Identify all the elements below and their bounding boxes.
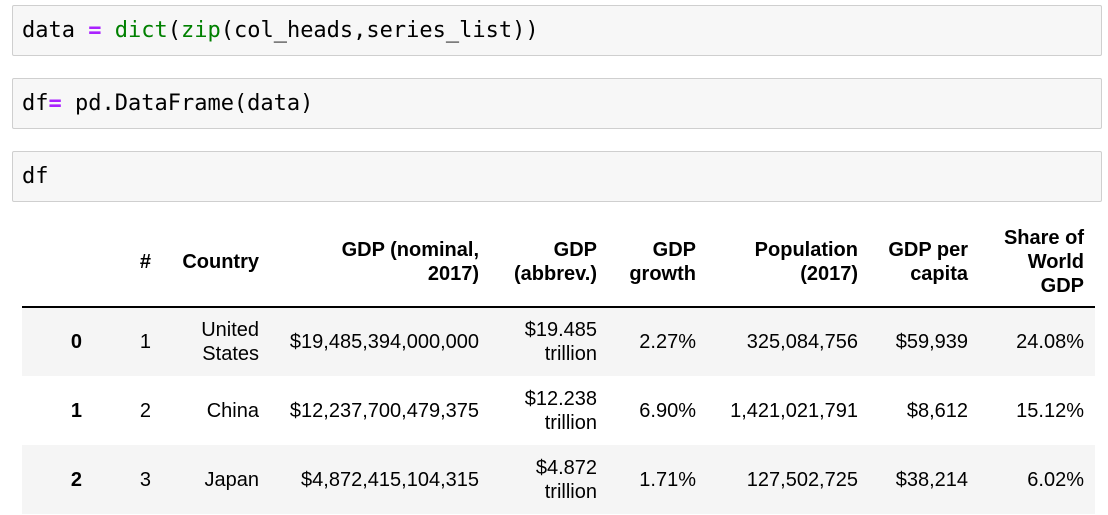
cell-num: 1	[139, 331, 151, 353]
code-operator: =	[48, 91, 62, 116]
code-token: (col_heads,series_list))	[220, 18, 539, 43]
code-cell-3[interactable]: df	[12, 151, 1102, 202]
row-index: 0	[70, 331, 82, 353]
table-row: 1 2 China $12,237,700,479,375 $12.238 tri…	[22, 376, 1095, 445]
code-input-3[interactable]: df	[22, 165, 49, 189]
cell-population: 127,502,725	[746, 468, 858, 491]
cell-country: China	[206, 399, 259, 422]
cell-gdp-growth: 1.71%	[639, 468, 696, 491]
dataframe-output: # Country GDP (nominal, 2017) GDP (abbrev.…	[22, 218, 1095, 514]
table-row: 2 3 Japan $4,872,415,104,315 $4.872 trill…	[22, 445, 1095, 514]
cell-gdp-nominal: $12,237,700,479,375	[289, 399, 479, 422]
column-header: Share of World GDP	[979, 218, 1095, 308]
cell-share: 15.12%	[1016, 399, 1084, 422]
code-token: data	[22, 18, 89, 43]
cell-gdp-abbrev: $19.485 trillion	[524, 319, 597, 365]
column-header: Country	[162, 218, 270, 308]
cell-gdp-per-capita: $8,612	[906, 399, 968, 422]
cell-country: United States	[201, 319, 259, 365]
code-token: df	[22, 91, 49, 116]
cell-gdp-growth: 6.90%	[639, 399, 696, 422]
cell-num: 3	[139, 468, 151, 491]
code-token: df	[22, 164, 49, 189]
code-builtin: dict	[114, 18, 168, 43]
cell-share: 6.02%	[1027, 468, 1084, 491]
cell-population: 1,421,021,791	[730, 399, 858, 422]
code-token: (	[167, 18, 181, 43]
column-header: GDP per capita	[869, 218, 979, 308]
index-header	[22, 218, 93, 308]
cell-share: 24.08%	[1016, 331, 1084, 353]
code-input-2[interactable]: df= pd.DataFrame(data)	[22, 92, 313, 116]
cell-gdp-nominal: $4,872,415,104,315	[301, 468, 479, 491]
code-cell-1[interactable]: data = dict(zip(col_heads,series_list))	[12, 5, 1102, 56]
row-index: 2	[70, 468, 82, 491]
cell-gdp-abbrev: $12.238 trillion	[524, 387, 597, 434]
column-header: Population (2017)	[707, 218, 869, 308]
column-header: #	[93, 218, 162, 308]
cell-gdp-per-capita: $38,214	[895, 468, 968, 491]
cell-gdp-per-capita: $59,939	[895, 331, 968, 353]
code-cell-2[interactable]: df= pd.DataFrame(data)	[12, 78, 1102, 129]
code-operator: =	[88, 18, 102, 43]
column-header: GDP (nominal, 2017)	[270, 218, 490, 308]
cell-country: Japan	[204, 468, 260, 491]
cell-population: 325,084,756	[746, 331, 858, 353]
code-builtin: zip	[180, 18, 221, 43]
code-token	[101, 18, 114, 43]
cell-num: 2	[139, 399, 151, 422]
column-header: GDP growth	[608, 218, 707, 308]
row-index: 1	[70, 399, 82, 422]
cell-gdp-nominal: $19,485,394,000,000	[289, 331, 479, 353]
column-header: GDP (abbrev.)	[490, 218, 608, 308]
cell-gdp-growth: 2.27%	[639, 331, 696, 353]
table-row: 0 1 United States $19,485,394,000,000 $19…	[22, 307, 1095, 376]
code-token: pd.DataFrame(data)	[61, 91, 314, 116]
cell-gdp-abbrev: $4.872 trillion	[535, 456, 597, 503]
table-header-row: # Country GDP (nominal, 2017) GDP (abbrev.…	[22, 218, 1095, 308]
code-input-1[interactable]: data = dict(zip(col_heads,series_list))	[22, 19, 539, 43]
